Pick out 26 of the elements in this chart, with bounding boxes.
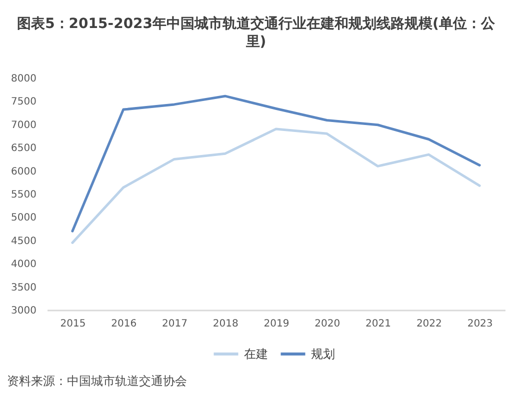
line-series (71, 94, 481, 232)
chart-title: 图表5：2015-2023年中国城市轨道交通行业在建和规划线路规模(单位：公里) (17, 15, 496, 50)
y-tick-label: 3000 (11, 306, 36, 316)
y-tick-label: 3500 (11, 282, 36, 294)
y-tick-label: 7000 (11, 120, 36, 131)
legend-label: 规划 (311, 347, 335, 361)
y-tick-label: 4500 (11, 236, 36, 247)
legend-label: 在建 (244, 347, 268, 361)
y-tick-label: 4000 (11, 259, 36, 270)
x-tick-label: 2019 (264, 318, 290, 330)
x-tick-label: 2018 (212, 318, 238, 330)
y-tick-label: 6000 (11, 166, 36, 178)
y-tick-label: 6500 (11, 143, 36, 154)
y-tick-label: 5500 (11, 190, 36, 200)
x-tick-label: 2015 (60, 318, 86, 330)
x-tick-label: 2023 (467, 318, 493, 330)
x-tick-label: 2017 (162, 318, 188, 330)
x-tick-label: 2020 (314, 318, 340, 330)
y-tick-label: 5000 (11, 212, 36, 224)
y-tick-label: 8000 (11, 74, 36, 84)
x-tick-label: 2021 (366, 318, 392, 330)
x-tick-label: 2016 (111, 318, 137, 330)
line-series (71, 128, 481, 244)
text: 资料来源：中国城市轨道交通协会 (7, 374, 187, 388)
x-tick-label: 2022 (416, 318, 442, 330)
y-tick-label: 7500 (11, 96, 36, 108)
